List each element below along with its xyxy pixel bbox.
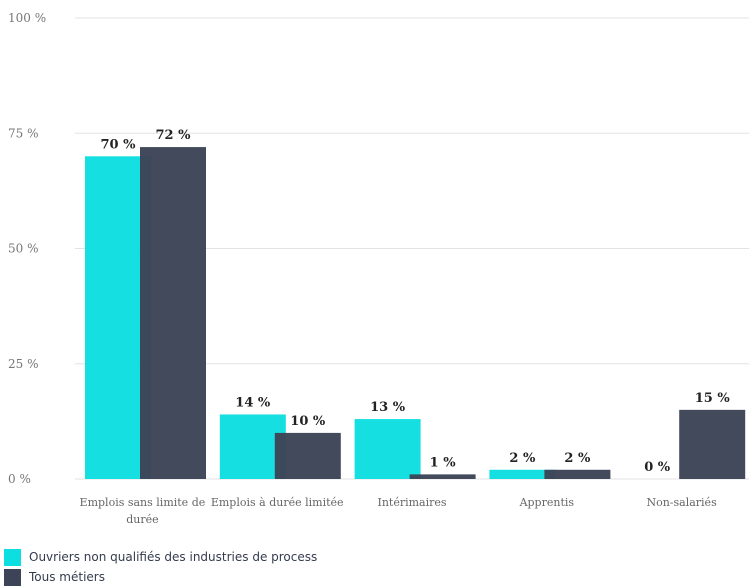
legend-swatch-series-2 bbox=[4, 568, 21, 586]
data-label: 70 % bbox=[101, 137, 137, 152]
x-tick-label: durée bbox=[126, 513, 158, 526]
legend: Ouvriers non qualifiés des industries de… bbox=[4, 547, 744, 587]
x-tick-label: Emplois à durée limitée bbox=[211, 496, 344, 509]
data-label: 2 % bbox=[509, 451, 536, 466]
y-tick-label: 75 % bbox=[8, 126, 39, 140]
data-label: 15 % bbox=[695, 391, 731, 406]
bar bbox=[354, 419, 421, 479]
x-tick-label: Emplois sans limite de bbox=[80, 496, 206, 509]
bar bbox=[140, 147, 206, 479]
bar bbox=[489, 469, 556, 479]
x-tick-label: Apprentis bbox=[519, 496, 575, 509]
data-label: 14 % bbox=[235, 395, 271, 410]
bar bbox=[409, 474, 476, 479]
bar-chart: 0 % 25 % 50 % 75 % 100 % 70 % 72 % 14 % 10 % 13 %… bbox=[8, 11, 749, 526]
bar bbox=[544, 469, 611, 479]
legend-label-series-1: Ouvriers non qualifiés des industries de… bbox=[29, 550, 318, 564]
data-label: 10 % bbox=[290, 414, 326, 429]
legend-swatch-series-1 bbox=[4, 548, 21, 566]
data-label: 0 % bbox=[644, 460, 671, 475]
x-tick-label: Intérimaires bbox=[377, 496, 446, 509]
legend-label-series-2: Tous métiers bbox=[29, 570, 105, 584]
y-tick-label: 0 % bbox=[8, 472, 31, 486]
y-tick-label: 100 % bbox=[8, 11, 46, 25]
data-label: 72 % bbox=[156, 128, 192, 143]
y-tick-label: 50 % bbox=[8, 242, 39, 256]
bar bbox=[274, 432, 341, 479]
legend-item-series-1[interactable]: Ouvriers non qualifiés des industries de… bbox=[4, 547, 744, 567]
data-label: 1 % bbox=[430, 455, 457, 470]
data-label: 2 % bbox=[564, 451, 591, 466]
bar bbox=[679, 409, 746, 479]
legend-item-series-2[interactable]: Tous métiers bbox=[4, 567, 744, 587]
x-tick-label: Non-salariés bbox=[646, 496, 717, 509]
data-label: 13 % bbox=[370, 400, 406, 415]
y-tick-label: 25 % bbox=[8, 357, 39, 371]
